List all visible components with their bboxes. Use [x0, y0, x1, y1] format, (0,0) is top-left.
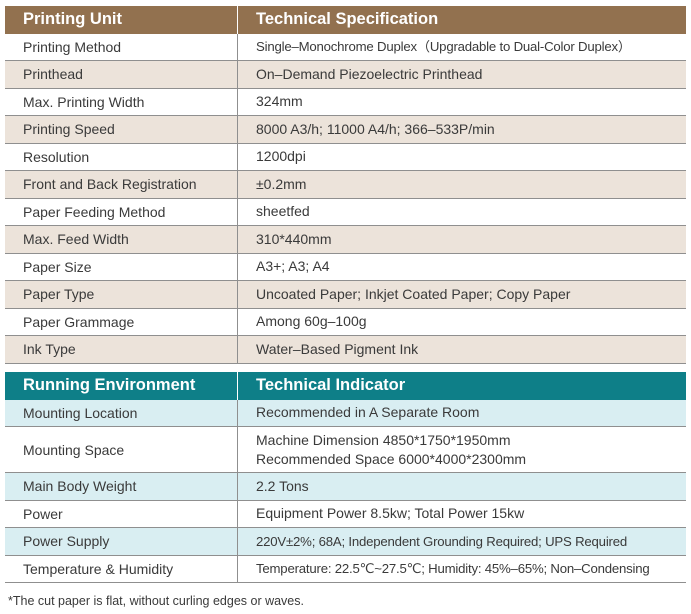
table-row: Main Body Weight 2.2 Tons: [5, 473, 686, 501]
row-value: 324mm: [237, 88, 686, 115]
table-row: Paper Feeding Method sheetfed: [5, 198, 686, 226]
row-value: Equipment Power 8.5kw; Total Power 15kw: [237, 500, 686, 527]
table-row: Printhead On–Demand Piezoelectric Printh…: [5, 61, 686, 89]
row-label: Paper Type: [23, 286, 95, 303]
table-row: Ink Type Water–Based Pigment Ink: [5, 336, 686, 364]
row-label: Temperature & Humidity: [23, 560, 174, 577]
row-value: Among 60g–100g: [237, 308, 686, 335]
table-row: Printing Speed 8000 A3/h; 11000 A4/h; 36…: [5, 116, 686, 144]
table-header: Printing Unit Technical Specification: [5, 6, 686, 34]
row-value: ±0.2mm: [237, 171, 686, 198]
table-row: Mounting Space Machine Dimension 4850*17…: [5, 427, 686, 473]
table-row: Paper Size A3+; A3; A4: [5, 253, 686, 281]
table-row: Max. Printing Width 324mm: [5, 88, 686, 116]
row-label: Mounting Space: [23, 441, 125, 458]
row-label: Paper Grammage: [23, 313, 135, 330]
row-label: Resolution: [23, 148, 90, 165]
row-label: Power Supply: [23, 533, 110, 550]
column-header-technical-indicator: Technical Indicator: [237, 372, 686, 400]
table-header: Running Environment Technical Indicator: [5, 372, 686, 400]
table-row: Power Equipment Power 8.5kw; Total Power…: [5, 500, 686, 528]
row-value-line-1: Machine Dimension 4850*1750*1950mm: [256, 431, 511, 448]
row-value: 2.2 Tons: [237, 473, 686, 500]
row-label: Printing Method: [23, 38, 122, 55]
row-value: 8000 A3/h; 11000 A4/h; 366–533P/min: [237, 116, 686, 143]
row-label: Power: [23, 505, 63, 522]
table-row: Front and Back Registration ±0.2mm: [5, 171, 686, 199]
table-row: Mounting Location Recommended in A Separ…: [5, 399, 686, 427]
row-value: A3+; A3; A4: [237, 253, 686, 280]
row-value: 310*440mm: [237, 226, 686, 253]
row-value: 220V±2%; 68A; Independent Grounding Requ…: [237, 528, 686, 555]
row-value: On–Demand Piezoelectric Printhead: [237, 61, 686, 88]
row-value: Recommended in A Separate Room: [237, 399, 686, 426]
table-row: Temperature & Humidity Temperature: 22.5…: [5, 555, 686, 583]
column-header-technical-specification: Technical Specification: [237, 6, 686, 34]
row-label: Mounting Location: [23, 404, 138, 421]
row-label: Paper Feeding Method: [23, 203, 166, 220]
table-row: Paper Type Uncoated Paper; Inkjet Coated…: [5, 281, 686, 309]
column-header-running-environment: Running Environment: [23, 376, 196, 395]
table-row: Printing Method Single–Monochrome Duplex…: [5, 33, 686, 61]
row-label: Main Body Weight: [23, 478, 137, 495]
row-value: Water–Based Pigment Ink: [237, 336, 686, 363]
column-header-printing-unit: Printing Unit: [23, 10, 122, 29]
row-label: Max. Feed Width: [23, 231, 129, 248]
row-label: Front and Back Registration: [23, 176, 197, 193]
row-value: Machine Dimension 4850*1750*1950mm Recom…: [237, 427, 686, 472]
row-value: sheetfed: [237, 198, 686, 225]
row-label: Paper Size: [23, 258, 92, 275]
row-value: Temperature: 22.5℃~27.5℃; Humidity: 45%–…: [237, 555, 686, 582]
running-environment-table: Running Environment Technical Indicator …: [5, 372, 686, 583]
row-value: 1200dpi: [237, 143, 686, 170]
table-row: Power Supply 220V±2%; 68A; Independent G…: [5, 528, 686, 556]
footnote: *The cut paper is flat, without curling …: [8, 594, 304, 608]
row-label: Ink Type: [23, 341, 76, 358]
row-label: Max. Printing Width: [23, 93, 145, 110]
row-value: Uncoated Paper; Inkjet Coated Paper; Cop…: [237, 281, 686, 308]
row-value: Single–Monochrome Duplex（Upgradable to D…: [237, 33, 686, 60]
row-label: Printhead: [23, 66, 83, 83]
table-row: Resolution 1200dpi: [5, 143, 686, 171]
table-row: Paper Grammage Among 60g–100g: [5, 308, 686, 336]
row-value-line-2: Recommended Space 6000*4000*2300mm: [256, 450, 527, 467]
table-row: Max. Feed Width 310*440mm: [5, 226, 686, 254]
row-label: Printing Speed: [23, 121, 115, 138]
printing-unit-table: Printing Unit Technical Specification Pr…: [5, 6, 686, 364]
